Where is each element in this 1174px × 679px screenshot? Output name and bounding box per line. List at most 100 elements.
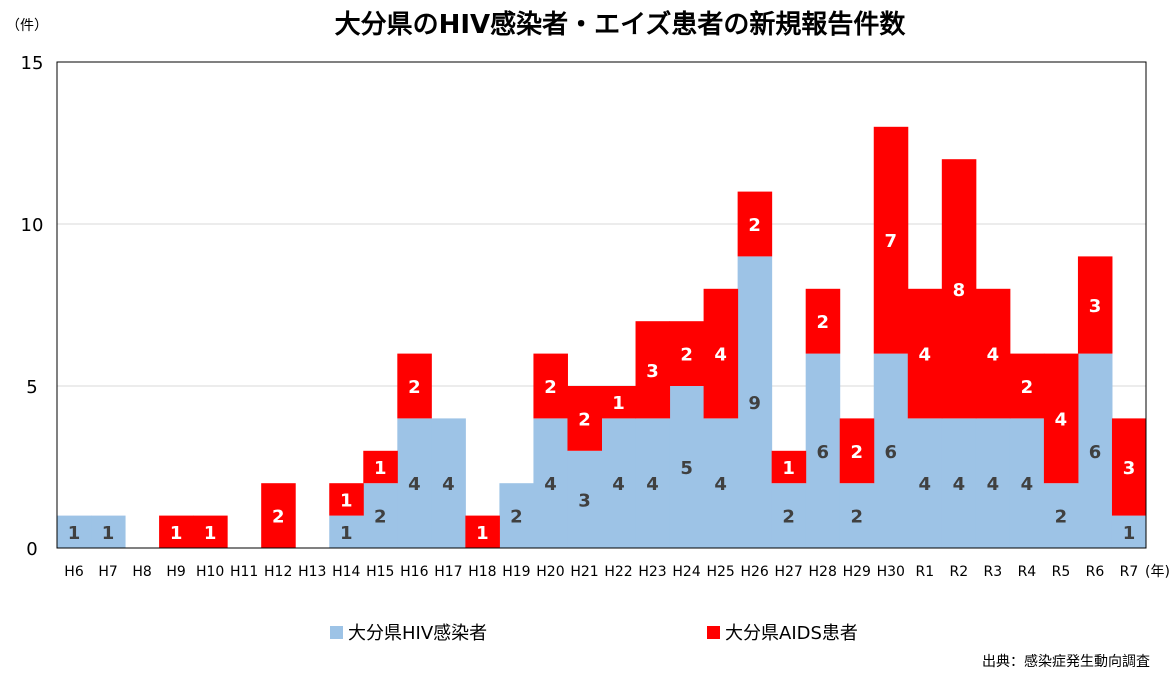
bar-segment	[1111, 418, 1147, 516]
data-label: 2	[510, 507, 523, 528]
bar-segment	[703, 288, 739, 419]
data-label: 2	[1021, 377, 1034, 398]
bar-segment	[703, 418, 739, 548]
bar-segment	[193, 515, 228, 548]
bar-segment	[1009, 418, 1045, 548]
x-tick-label: R5	[1052, 564, 1071, 580]
x-tick-label: H16	[400, 564, 428, 580]
bar-segment	[397, 418, 432, 548]
data-label: 6	[816, 442, 829, 463]
x-tick-label: H9	[166, 564, 185, 580]
bar-segment	[737, 191, 773, 257]
data-label: 6	[885, 442, 898, 463]
bar-segment	[533, 353, 568, 419]
bar-segment	[635, 418, 671, 548]
data-label: 2	[850, 442, 863, 463]
data-label: 3	[646, 361, 659, 382]
data-label: 1	[170, 523, 183, 544]
bar-segment	[1111, 515, 1147, 548]
x-tick-label: H29	[843, 564, 871, 580]
chart-title: 大分県のHIV感染者・エイズ患者の新規報告件数	[335, 9, 907, 40]
data-label: 2	[374, 507, 387, 528]
y-tick-label: 0	[26, 539, 37, 560]
x-tick-label: H15	[366, 564, 394, 580]
data-label: 3	[1123, 458, 1136, 479]
bar-segment	[499, 483, 534, 548]
x-tick-label: H19	[502, 564, 530, 580]
x-tick-label: R1	[915, 564, 934, 580]
bar-segment	[261, 483, 296, 548]
x-tick-label: H17	[434, 564, 462, 580]
data-label: 2	[1055, 507, 1068, 528]
x-tick-label: R4	[1018, 564, 1037, 580]
bar-segment	[567, 386, 602, 451]
data-label: 2	[816, 312, 829, 333]
bar-segment	[635, 321, 671, 419]
bar-segment	[159, 515, 194, 548]
bar-segment	[805, 353, 841, 548]
x-tick-label: R3	[984, 564, 1003, 580]
data-label: 1	[340, 523, 353, 544]
bar-segment	[975, 288, 1011, 419]
bar-segment	[601, 386, 637, 419]
bar-segment	[941, 418, 977, 548]
bar-segment	[805, 288, 841, 354]
legend-swatch	[707, 626, 720, 639]
data-label: 2	[578, 409, 591, 430]
bar-segment	[465, 515, 500, 548]
bar-segment	[839, 483, 875, 548]
x-tick-label: H14	[332, 564, 360, 580]
bar-segment	[873, 353, 909, 548]
bar-segment	[567, 450, 602, 548]
data-label: 4	[442, 474, 455, 495]
bar-segment	[363, 483, 398, 548]
source-note: 出典：感染症発生動向調査	[982, 653, 1150, 670]
bar-segment	[1077, 256, 1113, 354]
data-label: 8	[953, 280, 966, 301]
x-tick-label: H10	[196, 564, 224, 580]
data-label: 4	[1021, 474, 1034, 495]
data-label: 4	[612, 474, 625, 495]
x-axis-unit: (年)	[1145, 564, 1170, 580]
bar-segment	[1043, 483, 1079, 548]
bar-segment	[363, 450, 398, 484]
bar-segment	[669, 386, 705, 548]
data-label: 1	[374, 458, 387, 479]
data-label: 2	[782, 507, 795, 528]
bar-segment	[431, 418, 466, 548]
data-label: 2	[680, 345, 693, 366]
data-label: 4	[1055, 409, 1068, 430]
x-tick-label: H24	[672, 564, 700, 580]
data-label: 3	[578, 490, 591, 511]
bar-segment	[669, 321, 705, 386]
x-tick-label: H12	[264, 564, 292, 580]
x-tick-label: H28	[809, 564, 837, 580]
data-label: 4	[714, 345, 727, 366]
x-tick-label: H26	[740, 564, 768, 580]
x-tick-label: H21	[570, 564, 598, 580]
data-label: 4	[544, 474, 557, 495]
x-tick-label: H6	[64, 564, 84, 580]
bar-segment	[329, 483, 364, 516]
x-tick-label: H30	[877, 564, 905, 580]
bar-segment	[91, 515, 126, 548]
data-label: 2	[544, 377, 557, 398]
legend-swatch	[330, 626, 343, 639]
bar-segment	[601, 418, 637, 548]
x-tick-label: H27	[775, 564, 803, 580]
data-label: 1	[204, 523, 217, 544]
x-tick-label: H8	[132, 564, 151, 580]
x-tick-label: H25	[706, 564, 734, 580]
y-tick-label: 10	[21, 215, 44, 236]
data-label: 4	[714, 474, 727, 495]
bar-segment	[1077, 353, 1113, 548]
data-label: 6	[1089, 442, 1102, 463]
data-label: 4	[408, 474, 421, 495]
data-label: 1	[476, 523, 489, 544]
bar-segment	[1009, 353, 1045, 419]
bar-segment	[397, 353, 432, 419]
data-label: 2	[272, 507, 285, 528]
x-tick-label: H13	[298, 564, 326, 580]
data-label: 1	[68, 523, 81, 544]
x-tick-label: R2	[950, 564, 969, 580]
